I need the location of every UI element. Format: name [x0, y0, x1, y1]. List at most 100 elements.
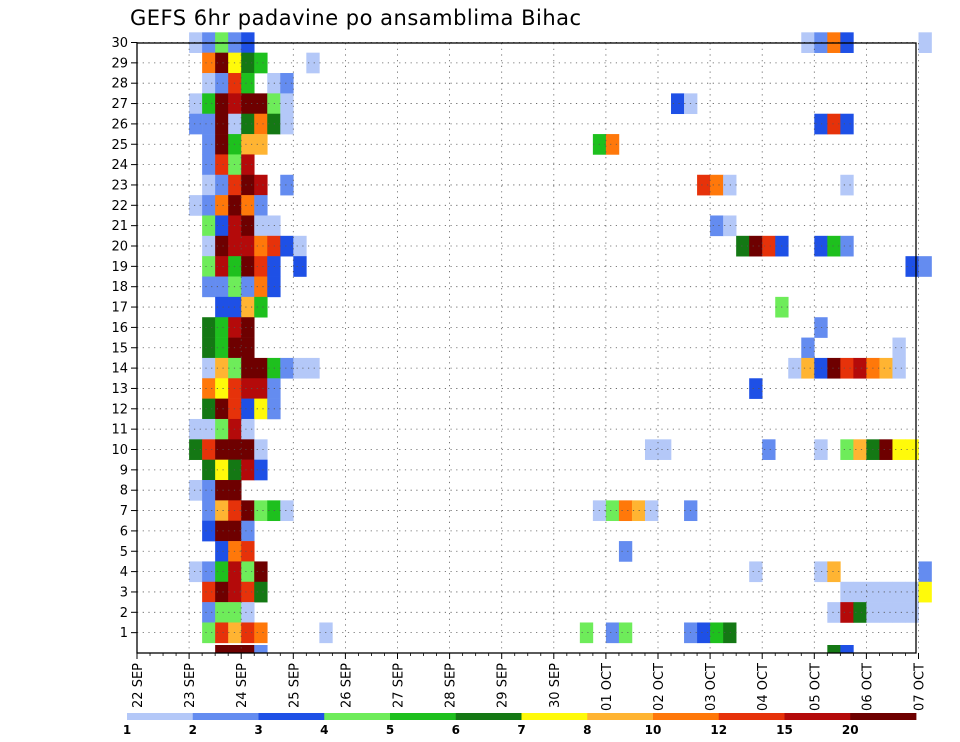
heatmap-cell [241, 134, 255, 155]
x-tick-label: 25 SEP [287, 663, 302, 708]
heatmap-cell [215, 296, 229, 318]
heatmap-cell [202, 418, 216, 440]
heatmap-cell [215, 235, 229, 257]
heatmap-cell [254, 439, 268, 460]
heatmap-cell [892, 337, 906, 359]
colorbar-label: 6 [452, 723, 460, 737]
heatmap-cell [254, 93, 268, 115]
x-tick-label: 23 SEP [183, 663, 198, 708]
heatmap-cell [215, 317, 229, 338]
colorbar-swatch [192, 713, 259, 720]
heatmap-cell [202, 113, 216, 135]
heatmap-cell [280, 73, 294, 94]
y-tick-label: 27 [111, 97, 128, 112]
colorbar-label: 7 [517, 723, 525, 737]
y-tick-label: 2 [120, 606, 128, 621]
heatmap-cell [618, 622, 633, 644]
colorbar-swatch [324, 713, 391, 720]
y-tick-label: 22 [111, 199, 128, 214]
heatmap-cell [605, 500, 620, 522]
heatmap-cell [241, 154, 255, 176]
heatmap-cell [254, 581, 268, 603]
y-tick-label: 6 [120, 524, 128, 539]
heatmap-cell [202, 256, 216, 277]
heatmap-cell [215, 459, 229, 481]
colorbar-label: 15 [776, 723, 793, 737]
heatmap-cell [918, 256, 932, 277]
heatmap-cell [254, 52, 268, 74]
heatmap-cell [215, 73, 229, 94]
x-tick-label: 04 OCT [756, 663, 771, 711]
heatmap-cell [215, 602, 229, 623]
heatmap-cell [254, 561, 268, 583]
x-tick-label: 29 SEP [496, 663, 511, 708]
heatmap-cell [605, 134, 620, 155]
heatmap-cell [618, 541, 633, 562]
heatmap-cell [215, 337, 229, 359]
x-tick-label: 05 OCT [808, 663, 823, 711]
heatmap-cell [241, 276, 255, 298]
y-tick-label: 25 [111, 138, 128, 153]
heatmap-cell [280, 174, 294, 196]
colorbar-label: 8 [583, 723, 591, 737]
x-tick-label: 06 OCT [860, 663, 875, 711]
x-tick-label: 07 OCT [913, 663, 928, 711]
heatmap-cell [202, 195, 216, 216]
heatmap-cell [280, 113, 294, 135]
y-tick-label: 4 [120, 565, 128, 580]
heatmap-cell [228, 645, 242, 654]
heatmap-cell [215, 418, 229, 440]
heatmap-cell [827, 602, 841, 623]
heatmap-cell [254, 500, 268, 522]
colorbar-swatch [587, 713, 654, 720]
heatmap-cell [879, 357, 893, 379]
y-tick-label: 23 [111, 178, 128, 193]
heatmap-cell [644, 439, 659, 460]
heatmap-cell [202, 520, 216, 542]
heatmap-cell [215, 93, 229, 115]
heatmap-cell [254, 113, 268, 135]
heatmap-cell [254, 459, 268, 481]
y-tick-label: 5 [120, 545, 128, 560]
heatmap-cell [215, 439, 229, 460]
heatmap-cell [202, 337, 216, 359]
heatmap-cell [254, 357, 268, 379]
heatmap-cell [215, 113, 229, 135]
heatmap-cell [840, 645, 854, 654]
heatmap-cell [254, 398, 268, 420]
heatmap-cell [215, 357, 229, 379]
heatmap-cell [241, 520, 255, 542]
heatmap-cell [241, 418, 255, 440]
heatmap-cell [215, 561, 229, 583]
colorbar: 1 2 3 4 5 6 7 8 10 12 15 20 [123, 713, 917, 737]
heatmap-cell [840, 113, 854, 135]
heatmap-cell [202, 52, 216, 74]
heatmap-cell [827, 357, 841, 379]
heatmap-cell [241, 317, 255, 338]
heatmap-cell [280, 235, 294, 257]
heatmap-cell [202, 378, 216, 399]
heatmap-cell [202, 622, 216, 644]
colorbar-swatch [127, 713, 194, 720]
heatmap-cell [202, 93, 216, 115]
heatmap-cell [293, 357, 307, 379]
heatmap-cell [788, 357, 802, 379]
colorbar-label: 1 [123, 723, 131, 737]
heatmap-cell [215, 500, 229, 522]
y-tick-label: 18 [111, 280, 128, 295]
heatmap-cell [254, 296, 268, 318]
heatmap-cell [749, 378, 763, 399]
colorbar-swatch [653, 713, 720, 720]
heatmap-cell [215, 398, 229, 420]
heatmap-cell [202, 357, 216, 379]
heatmap-cell [697, 622, 711, 644]
heatmap-cell [202, 235, 216, 257]
heatmap-cell [202, 602, 216, 623]
heatmap-cell [202, 276, 216, 298]
heatmap-cell [241, 398, 255, 420]
heatmap-cell [749, 561, 763, 583]
heatmap-cell [202, 73, 216, 94]
y-tick-label: 29 [111, 56, 128, 71]
x-tick-label: 26 SEP [339, 663, 354, 708]
